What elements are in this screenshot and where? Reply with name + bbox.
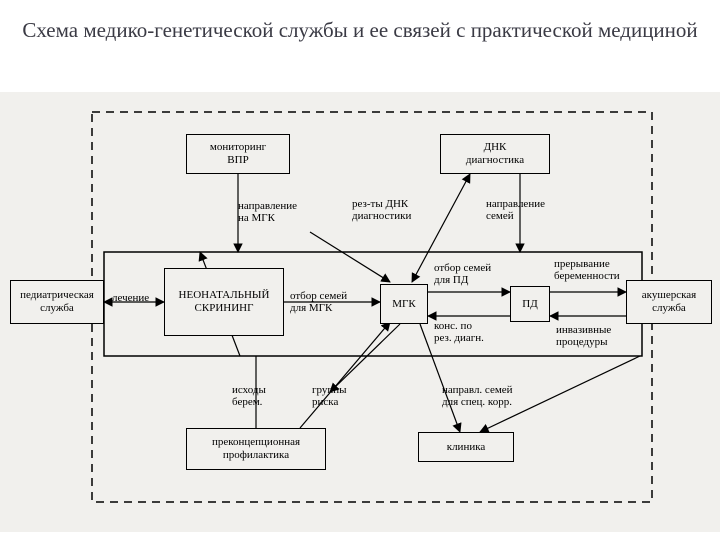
node-akush: акушерскаяслужба (626, 280, 712, 324)
node-mgk-text: МГК (392, 298, 415, 311)
node-mgk: МГК (380, 284, 428, 324)
node-prekon-text: преконцепционная (212, 436, 300, 449)
node-klinika-text: клиника (447, 441, 486, 454)
node-prekon: преконцепционнаяпрофилактика (186, 428, 326, 470)
node-neonatal: НЕОНАТАЛЬНЫЙСКРИНИНГ (164, 268, 284, 336)
label-lechenie: лечение (112, 292, 149, 304)
label-prer: прерывание беременности (554, 258, 620, 282)
label-otbor_mgk: отбор семей для МГК (290, 290, 347, 314)
page-title: Схема медико-генетической службы и ее св… (0, 18, 720, 43)
label-kons: конс. по рез. диагн. (434, 320, 484, 344)
diagram-stage: мониторингВПР ДНКдиагностика педиатрическа… (0, 92, 720, 532)
node-klinika: клиника (418, 432, 514, 462)
label-ishody: исходы берем. (232, 384, 266, 408)
node-pd-text: ПД (522, 298, 537, 311)
node-neonatal-text: СКРИНИНГ (195, 302, 254, 315)
label-napr_spec: направл. семей для спец. корр. (442, 384, 513, 408)
node-neonatal-text: НЕОНАТАЛЬНЫЙ (179, 289, 270, 302)
arrow-13 (330, 324, 400, 392)
node-monitoring: мониторингВПР (186, 134, 290, 174)
label-rez_dnk: рез-ты ДНК диагностики (352, 198, 411, 222)
node-dnk-text: ДНК (484, 141, 507, 154)
node-dnk-text: диагностика (466, 154, 524, 167)
label-invaz: инвазивные процедуры (556, 324, 611, 348)
label-napr_sem: направление семей (486, 198, 545, 222)
node-pediatr-text: педиатрическая (20, 289, 94, 302)
node-pediatr: педиатрическаяслужба (10, 280, 104, 324)
node-pd: ПД (510, 286, 550, 322)
node-akush-text: акушерская (642, 289, 696, 302)
node-monitoring-text: ВПР (227, 154, 248, 167)
label-gruppy: группы риска (312, 384, 347, 408)
arrow-12 (300, 322, 390, 428)
node-pediatr-text: служба (40, 302, 74, 315)
node-prekon-text: профилактика (223, 449, 289, 462)
node-akush-text: служба (652, 302, 686, 315)
label-otbor_pd: отбор семей для ПД (434, 262, 491, 286)
arrow-1 (310, 232, 390, 282)
diagram-svg (0, 92, 720, 532)
label-napr_mgk: направление на МГК (238, 200, 297, 224)
node-monitoring-text: мониторинг (210, 141, 266, 154)
node-dnk: ДНКдиагностика (440, 134, 550, 174)
